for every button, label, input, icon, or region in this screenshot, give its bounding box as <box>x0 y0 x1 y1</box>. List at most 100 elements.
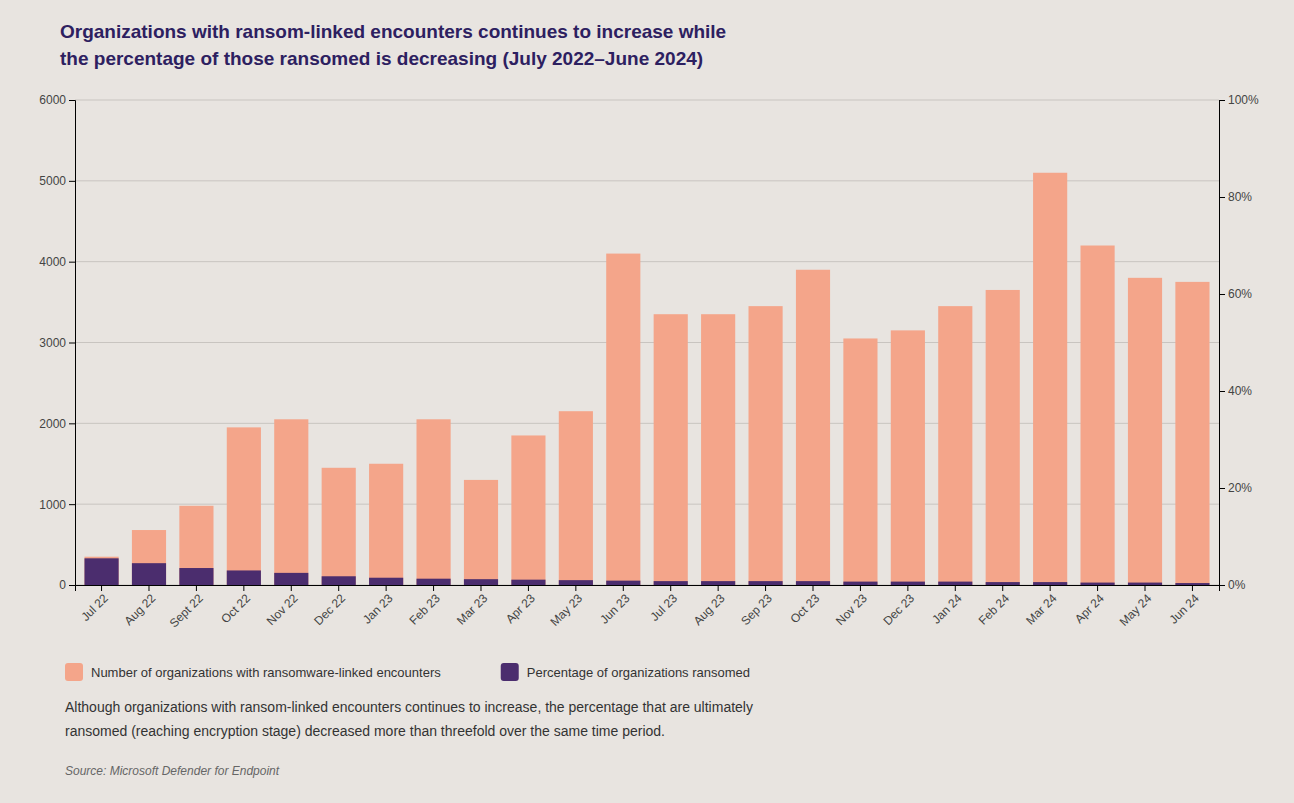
tick-label: Nov 22 <box>264 591 301 628</box>
tick-label: Oct 23 <box>787 591 822 626</box>
tick-mark <box>1219 585 1225 586</box>
bar <box>464 480 498 585</box>
bar <box>1128 583 1162 585</box>
tick-label: Sep 23 <box>738 591 775 628</box>
tick-label: 0% <box>1228 578 1246 592</box>
tick: Aug 23 <box>691 585 728 628</box>
tick: Oct 22 <box>218 585 253 626</box>
tick: Aug 22 <box>122 585 159 628</box>
tick: Apr 24 <box>1072 585 1107 626</box>
tick-label: 5000 <box>39 174 66 188</box>
tick: Jan 24 <box>929 585 965 627</box>
tick-mark <box>69 343 75 344</box>
axis-line <box>1220 101 1226 586</box>
tick: May 24 <box>1117 585 1155 629</box>
tick-mark <box>1219 488 1225 489</box>
tick: 5000 <box>39 174 75 188</box>
series <box>84 558 1209 585</box>
tick-label: Apr 23 <box>503 591 538 626</box>
tick: 100% <box>1219 93 1259 107</box>
bar <box>511 580 545 585</box>
tick-mark <box>480 585 481 591</box>
bar <box>986 582 1020 585</box>
tick: Mar 23 <box>454 585 491 628</box>
tick-mark <box>1145 585 1146 591</box>
tick-label: Dec 23 <box>880 591 917 628</box>
y2-axis: 0% 20% 40% 60% 80% 100% <box>1219 93 1259 592</box>
tick-label: 40% <box>1228 384 1252 398</box>
tick-mark <box>386 585 387 591</box>
bar <box>986 290 1020 585</box>
bar <box>559 411 593 585</box>
tick-label: Jul 23 <box>647 591 680 624</box>
axis-line <box>69 101 76 586</box>
tick-label: Jun 24 <box>1166 591 1202 627</box>
tick-mark <box>1002 585 1003 591</box>
bar <box>606 581 640 585</box>
tick-mark <box>670 585 671 591</box>
bar <box>748 581 782 585</box>
tick: Sep 23 <box>738 585 775 628</box>
tick-mark <box>1050 585 1051 591</box>
bar <box>701 314 735 585</box>
tick-mark <box>623 585 624 591</box>
tick-label: Aug 22 <box>122 591 159 628</box>
tick-mark <box>813 585 814 591</box>
tick-mark <box>69 423 75 424</box>
tick: Jul 22 <box>78 585 111 624</box>
bar <box>227 427 261 585</box>
tick: 80% <box>1219 190 1252 204</box>
tick-label: 2000 <box>39 417 66 431</box>
tick-label: Feb 23 <box>407 591 444 628</box>
tick-mark <box>1097 585 1098 591</box>
tick: 60% <box>1219 287 1252 301</box>
tick-label: Jun 23 <box>597 591 633 627</box>
tick-label: Sept 22 <box>167 591 206 630</box>
tick: 1000 <box>39 498 75 512</box>
tick-mark <box>1219 294 1225 295</box>
tick: 40% <box>1219 384 1252 398</box>
tick: Dec 23 <box>880 585 917 628</box>
legend-label: Number of organizations with ransomware-… <box>91 665 441 680</box>
bar <box>369 578 403 585</box>
bar <box>701 581 735 585</box>
plot-area: Jul 22Aug 22Sept 22Oct 22Nov 22Dec 22Jan… <box>39 93 1259 630</box>
tick: Oct 23 <box>787 585 822 626</box>
tick-mark <box>148 585 149 591</box>
tick-mark <box>243 585 244 591</box>
legend-swatch <box>501 663 519 681</box>
tick: 20% <box>1219 481 1252 495</box>
tick: Feb 24 <box>976 585 1013 628</box>
bar <box>796 270 830 585</box>
tick-mark <box>765 585 766 591</box>
bar <box>559 580 593 585</box>
tick: 4000 <box>39 255 75 269</box>
bar <box>606 254 640 585</box>
bar <box>416 419 450 585</box>
tick: May 23 <box>547 585 585 629</box>
tick-mark <box>433 585 434 591</box>
series <box>84 173 1209 585</box>
bar <box>227 570 261 585</box>
grid-line <box>75 100 1219 101</box>
tick-label: 60% <box>1228 287 1252 301</box>
bar <box>1081 583 1115 585</box>
tick-label: 80% <box>1228 190 1252 204</box>
title: the percentage of those ransomed is decr… <box>60 48 703 69</box>
tick: Jun 23 <box>597 585 633 627</box>
tick-label: 1000 <box>39 498 66 512</box>
tick: 0 <box>59 578 75 592</box>
tick-mark <box>69 504 75 505</box>
tick-label: May 23 <box>547 591 585 629</box>
tick: Mar 24 <box>1023 585 1060 628</box>
tick-mark <box>291 585 292 591</box>
bars <box>84 173 1209 585</box>
tick-mark <box>1219 197 1225 198</box>
title: Organizations with ransom-linked encount… <box>60 21 726 42</box>
tick: 3000 <box>39 336 75 350</box>
tick-mark <box>528 585 529 591</box>
bar <box>654 314 688 585</box>
tick-mark <box>1192 585 1193 591</box>
tick: Sept 22 <box>167 585 206 630</box>
bar <box>274 419 308 585</box>
